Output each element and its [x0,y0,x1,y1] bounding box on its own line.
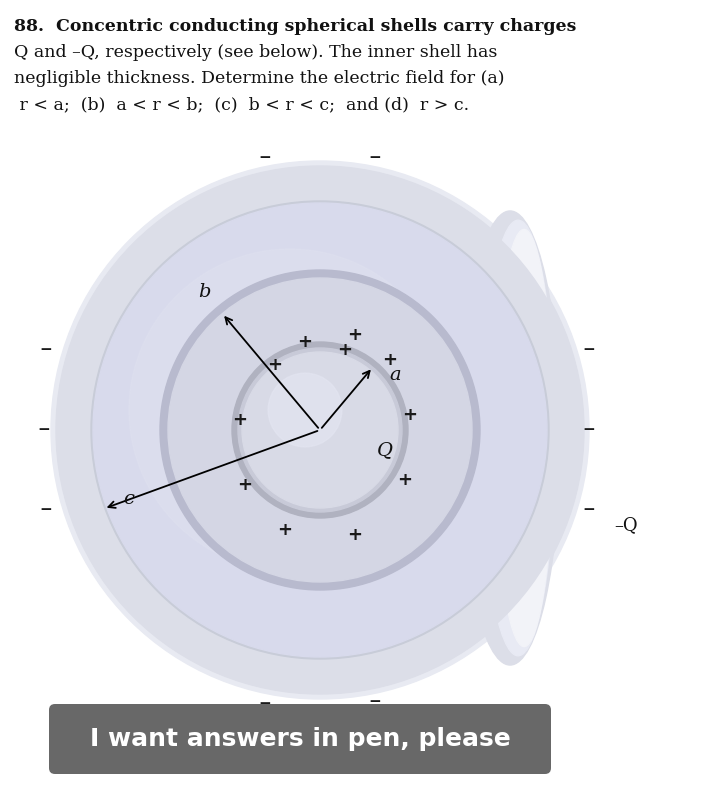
Text: −: − [37,422,50,438]
Text: −: − [324,698,336,714]
Circle shape [58,168,582,692]
Text: –Q: –Q [614,516,637,534]
Text: Q and –Q, respectively (see below). The inner shell has: Q and –Q, respectively (see below). The … [14,44,497,61]
Circle shape [129,249,451,571]
Text: +: + [348,326,362,344]
Text: negligible thickness. Determine the electric field for (a): negligible thickness. Determine the elec… [14,70,505,87]
Text: +: + [383,351,398,369]
Text: +: + [338,341,352,359]
Circle shape [238,348,402,512]
Circle shape [129,249,451,571]
Text: +: + [278,521,293,539]
Text: −: − [259,697,271,711]
Text: +: + [403,406,417,424]
Text: −: − [259,150,271,166]
Text: c: c [123,490,135,508]
Text: b: b [198,282,211,301]
Text: +: + [398,471,412,489]
FancyBboxPatch shape [49,704,551,774]
Circle shape [93,203,547,657]
Text: −: − [582,422,596,438]
Text: −: − [39,502,52,518]
Text: Q: Q [377,441,393,459]
Text: −: − [39,342,52,358]
Circle shape [51,161,589,699]
Text: +: + [233,411,247,429]
Ellipse shape [495,230,553,646]
Text: I want answers in pen, please: I want answers in pen, please [90,727,510,751]
Text: +: + [348,526,362,544]
Circle shape [168,278,472,582]
Circle shape [160,270,480,590]
Circle shape [90,200,550,660]
Text: −: − [582,502,596,518]
Text: −: − [369,150,381,166]
Circle shape [160,270,480,590]
Circle shape [232,342,408,518]
Text: +: + [298,333,312,351]
Text: +: + [267,356,283,374]
Text: 88.  Concentric conducting spherical shells carry charges: 88. Concentric conducting spherical shel… [14,18,577,35]
Circle shape [56,166,584,694]
Circle shape [168,278,472,582]
Ellipse shape [460,211,560,665]
Circle shape [268,373,342,447]
Ellipse shape [481,220,555,656]
Text: +: + [238,476,252,494]
Circle shape [242,352,398,508]
Circle shape [92,202,548,658]
Circle shape [232,342,408,518]
Text: −: − [582,342,596,358]
Text: a: a [389,366,400,384]
Text: −: − [369,694,381,710]
Circle shape [242,352,398,508]
Text: r < a;  (b)  a < r < b;  (c)  b < r < c;  and (d)  r > c.: r < a; (b) a < r < b; (c) b < r < c; and… [14,96,469,113]
Circle shape [91,201,549,659]
Circle shape [268,373,342,447]
Circle shape [238,348,402,512]
